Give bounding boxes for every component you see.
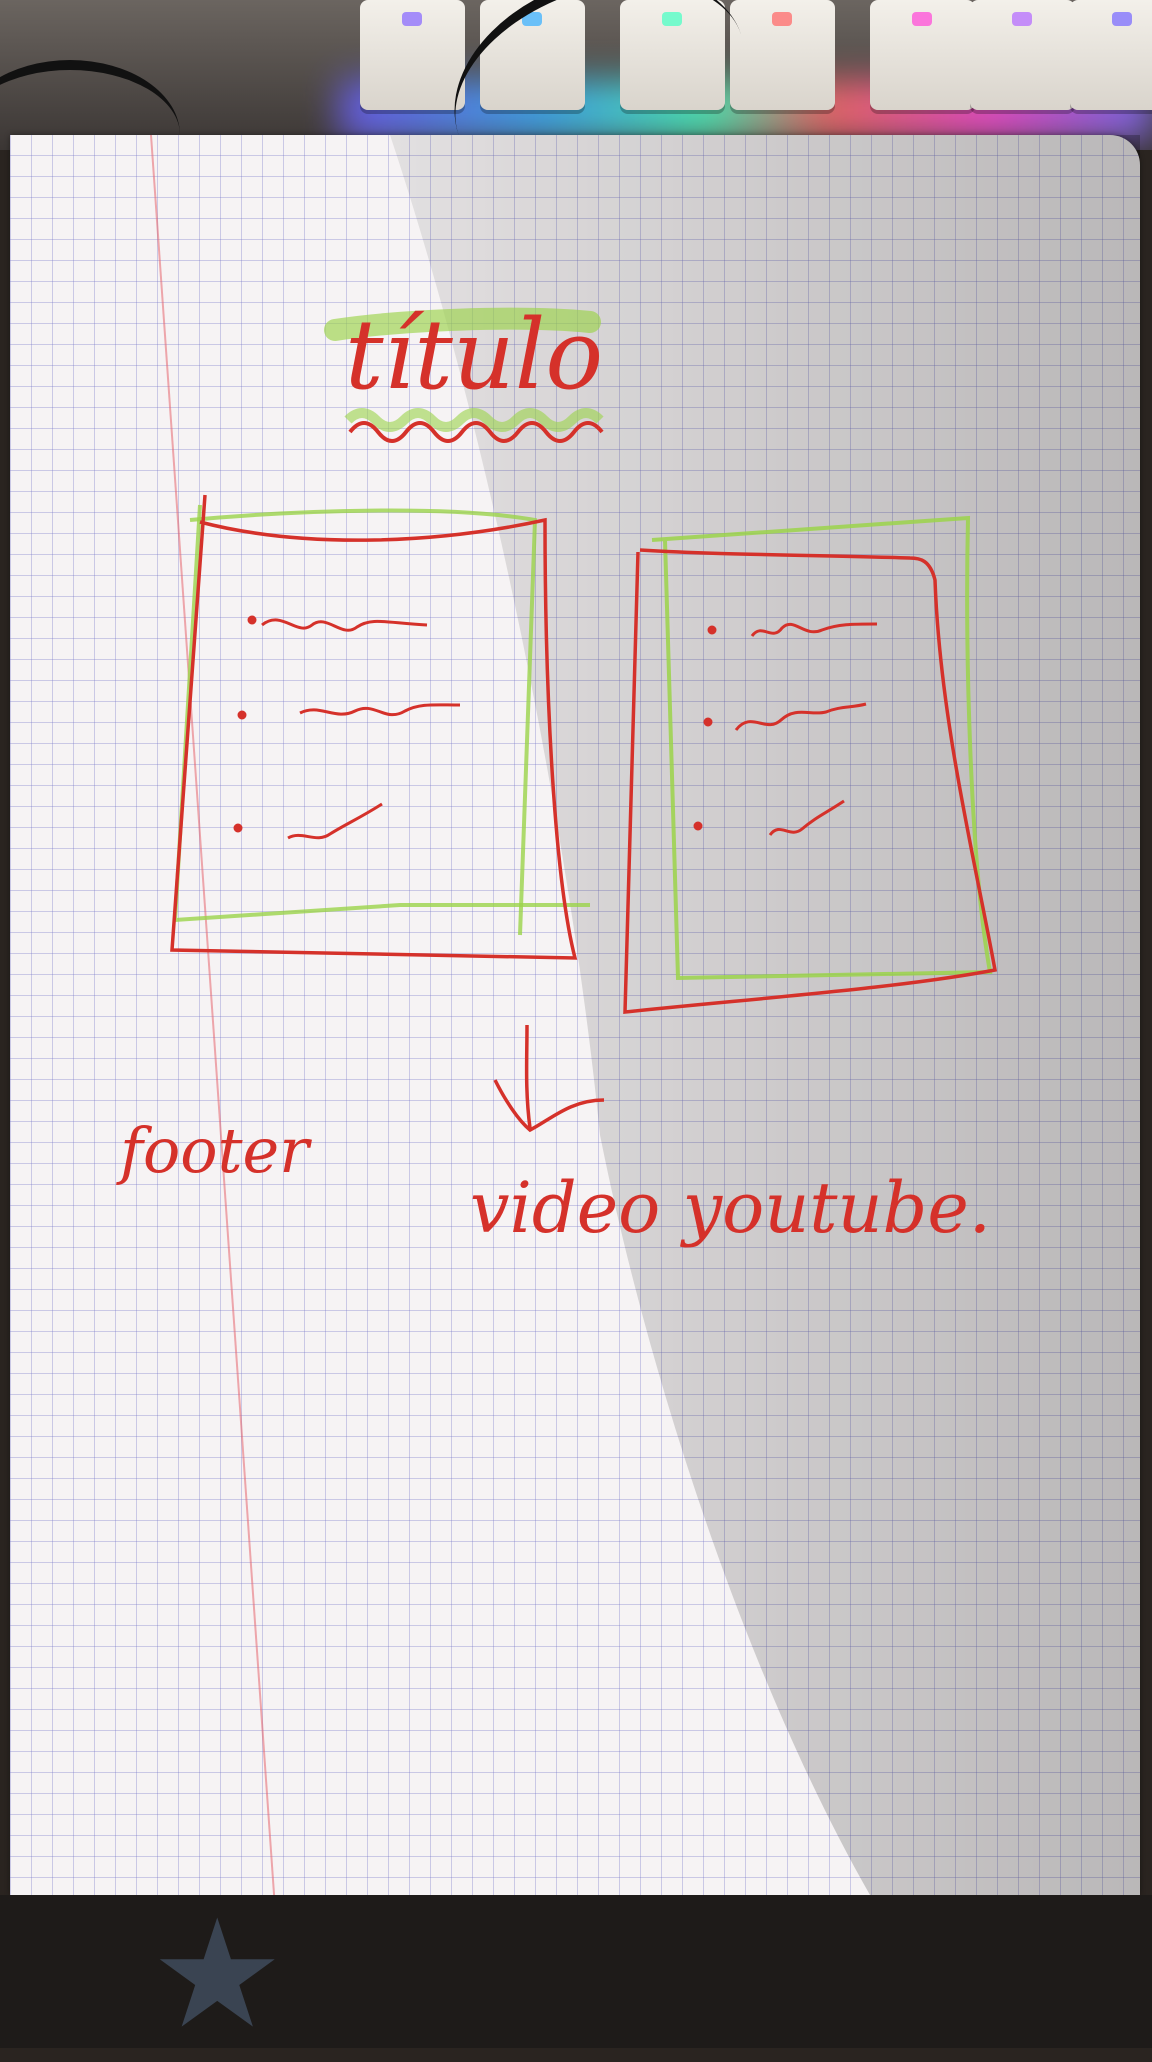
video-youtube-label: video youtube. [470, 1167, 991, 1249]
keycap [730, 0, 835, 110]
bullet-line [750, 622, 878, 638]
cable [0, 60, 180, 150]
bullet-dot [707, 625, 717, 635]
title-text: título [345, 299, 603, 411]
title-highlight [324, 307, 601, 341]
bullet-line [768, 799, 845, 837]
bullet-dot [237, 710, 247, 720]
bullet-line [261, 618, 428, 632]
title-underline-red [348, 421, 604, 443]
bullet-dot [703, 717, 713, 727]
right-card-bullets [693, 622, 878, 837]
keyboard [0, 0, 1152, 150]
bullet-line [299, 703, 461, 717]
keycap [480, 0, 585, 110]
bullet-dot [247, 615, 257, 625]
right-card-green-frame [651, 515, 993, 981]
left-card [170, 494, 590, 960]
keycap [970, 0, 1075, 110]
left-card-green-frame [189, 508, 538, 936]
left-card-red-frame [170, 494, 578, 960]
right-card-red-frame [623, 548, 998, 1014]
title-underline-green [344, 408, 604, 432]
bullet-dot [233, 823, 243, 833]
right-card [623, 515, 998, 1014]
footer-label: footer [116, 1114, 312, 1187]
bullet-line [734, 702, 867, 731]
arrow-shaft [524, 1024, 532, 1129]
left-card-bullets [233, 615, 461, 840]
keycap [1070, 0, 1152, 110]
star-icon: ★ [150, 1888, 285, 2062]
down-arrow-icon [493, 1024, 605, 1133]
keycap [360, 0, 465, 110]
keycap [870, 0, 975, 110]
bullet-dot [693, 821, 703, 831]
keycap [620, 0, 725, 110]
arrow-head [493, 1079, 605, 1133]
bullet-line [287, 802, 383, 840]
desk-surface [0, 1895, 1152, 2048]
